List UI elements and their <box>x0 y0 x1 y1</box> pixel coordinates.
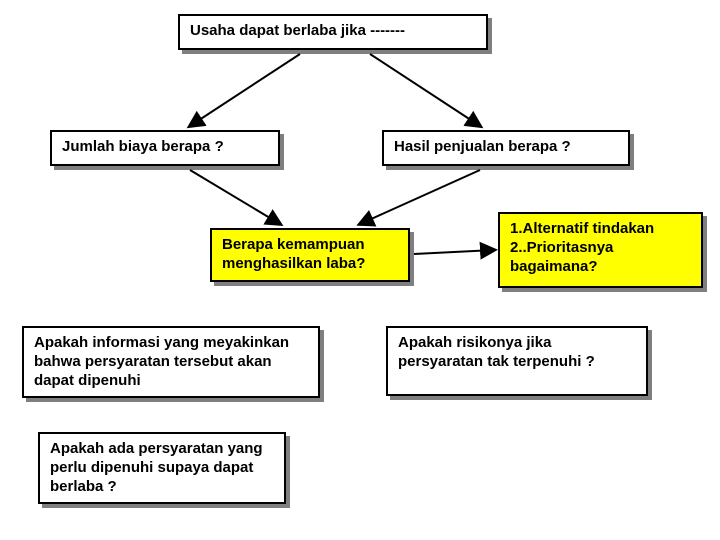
node-top: Usaha dapat berlaba jika ------- <box>178 14 488 50</box>
node-label: Hasil penjualan berapa ? <box>394 138 571 155</box>
edge-arrow <box>414 250 494 254</box>
node-right1: Hasil penjualan berapa ? <box>382 130 630 166</box>
edge-arrow <box>190 170 280 224</box>
node-left2: Apakah informasi yang meyakinkan bahwa p… <box>22 326 320 398</box>
node-label: Apakah informasi yang meyakinkan bahwa p… <box>34 334 289 389</box>
node-left1: Jumlah biaya berapa ? <box>50 130 280 166</box>
node-label: Usaha dapat berlaba jika ------- <box>190 22 405 39</box>
edge-arrow <box>360 170 480 224</box>
node-label: Jumlah biaya berapa ? <box>62 138 224 155</box>
edge-arrow <box>370 54 480 126</box>
node-right-yellow: 1.Alternatif tindakan2..Prioritasnya bag… <box>498 212 703 288</box>
node-label: 1.Alternatif tindakan2..Prioritasnya bag… <box>510 220 654 275</box>
node-label: Apakah ada persyaratan yang perlu dipenu… <box>50 440 263 495</box>
node-left3: Apakah ada persyaratan yang perlu dipenu… <box>38 432 286 504</box>
node-label: Apakah risikonya jika persyaratan tak te… <box>398 334 595 370</box>
node-right2: Apakah risikonya jika persyaratan tak te… <box>386 326 648 396</box>
edge-arrow <box>190 54 300 126</box>
node-center: Berapa kemampuan menghasilkan laba? <box>210 228 410 282</box>
node-label: Berapa kemampuan menghasilkan laba? <box>222 236 365 272</box>
